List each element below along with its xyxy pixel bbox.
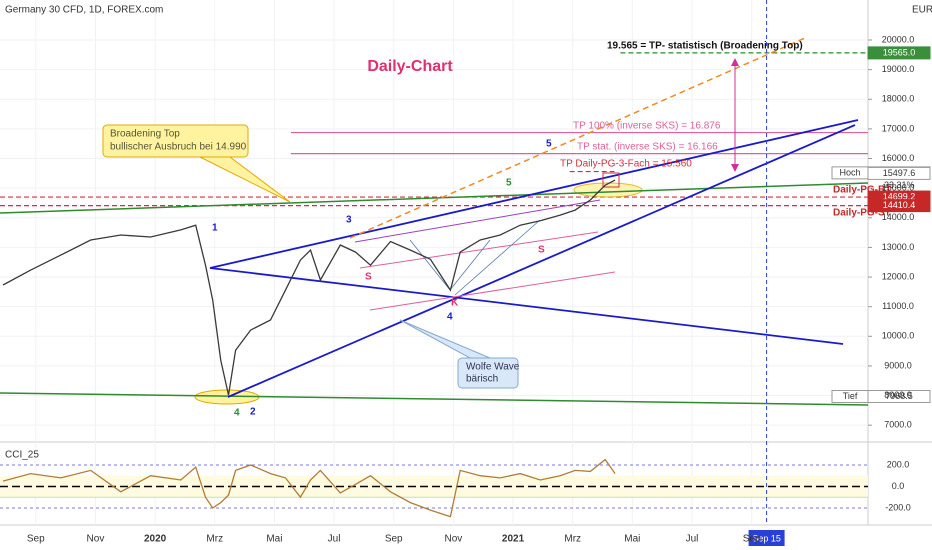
y-tick-label: 18000.0 [882,94,915,104]
y-tick-label: 11000.0 [882,301,914,311]
callout [457,357,519,389]
trend-line [227,124,856,398]
wave-label: 2 [250,407,256,418]
trend-line [354,199,601,243]
wave-label: 4 [447,312,453,323]
badge-tag-box [831,389,869,403]
change-label: 33.31% [884,180,915,190]
x-tick-label: 2020 [144,534,167,545]
annotation: Broadening Top [110,129,180,140]
annotation: TP 100% (inverse SKS) = 16.876 [573,121,721,132]
annotation: Daily-PG-ST [833,208,891,219]
y-tick-label: 7000.0 [884,420,912,430]
annotation: Wolfe Wave [466,362,520,373]
chart-title: Germany 30 CFD, 1D, FOREX.com [5,5,163,16]
trend-line [359,231,599,269]
annotation: bullischer Ausbruch bei 14.990 [110,142,247,153]
price-line [2,458,616,518]
x-tick-label: Sep [385,534,403,545]
trend-line [349,37,806,239]
x-tick-label: Nov [444,534,462,545]
y-tick-label: 12000.0 [882,271,915,281]
price-badge-label: 15497.6 [883,168,916,178]
annotation: 19.565 = TP- statistisch (Broadening Top… [607,41,803,52]
indicator-title: CCI_25 [5,450,39,461]
x-tick-label: Mai [624,534,640,545]
y-tick-label: 200.0 [887,459,910,469]
y-tick-label: 20000.0 [882,34,915,44]
price-badge [867,199,931,213]
annotation: bärisch [466,374,498,385]
y-tick-label: 8000.0 [884,390,912,400]
trend-line [369,271,616,311]
price-badge [867,166,931,180]
y-tick-label: 0.0 [892,481,905,491]
y-tick-label: 16000.0 [882,153,915,163]
y-tick-label: 13000.0 [882,242,915,252]
highlight [573,182,643,198]
wave-label: S [365,272,372,283]
x-tick-label: 2021 [502,534,525,545]
price-badge-label: 14699.2 [883,191,916,201]
y-tick-label: 10000.0 [882,331,915,341]
x-tick-label: Nov [87,534,105,545]
x-tick-label: Jul [328,534,341,545]
wave-label: 5 [506,178,512,189]
date-marker-box [748,530,785,546]
box [602,172,620,188]
trend-line [209,267,844,345]
badge-tag: Hoch [839,167,860,177]
price-badge-label: 7968.5 [885,391,913,401]
date-marker-label: Sep 15 [752,533,781,543]
annotation: Daily-PG-BT [833,185,891,196]
drawings [0,37,869,406]
wave-label: K [451,298,459,309]
badge-tag: Tief [843,391,858,401]
wave-label: 1 [212,223,218,234]
x-tick-label: Mrz [564,534,581,545]
wave-label: 5 [546,139,552,150]
x-tick-label: Mai [266,534,282,545]
y-tick-label: 19000.0 [882,64,915,74]
x-tick-label: Jul [686,534,699,545]
wolfe-line [454,219,541,296]
y-tick-label: 17000.0 [882,123,915,133]
price-badge-label: 14410.4 [883,200,916,210]
price-line [2,179,616,396]
wave-label: 4 [234,408,240,419]
price-badge [867,46,931,60]
y-tick-label: -200.0 [885,502,911,512]
annotation: TP Daily-PG-3-Fach = 15.560 [560,159,692,170]
x-tick-label: Mrz [206,534,223,545]
arrow-head [731,164,739,172]
y-tick-label: 14000.0 [882,212,915,222]
trend-line [209,119,859,269]
arrow-head [731,58,739,66]
trend-line [0,182,869,214]
x-tick-label: Sep [27,534,45,545]
trend-line [0,392,869,406]
callout [102,124,249,158]
wave-label: 3 [346,215,352,226]
y-tick-label: 9000.0 [884,360,912,370]
y-tick-label: 15000.0 [882,183,915,193]
annotation: TP stat. (inverse SKS) = 16.166 [577,142,718,153]
currency: EUR [912,5,932,16]
subtitle: Daily-Chart [367,58,453,75]
x-tick-label: Sep [743,534,761,545]
wave-label: S [538,245,545,256]
price-badge-label: 19565.0 [883,47,916,57]
